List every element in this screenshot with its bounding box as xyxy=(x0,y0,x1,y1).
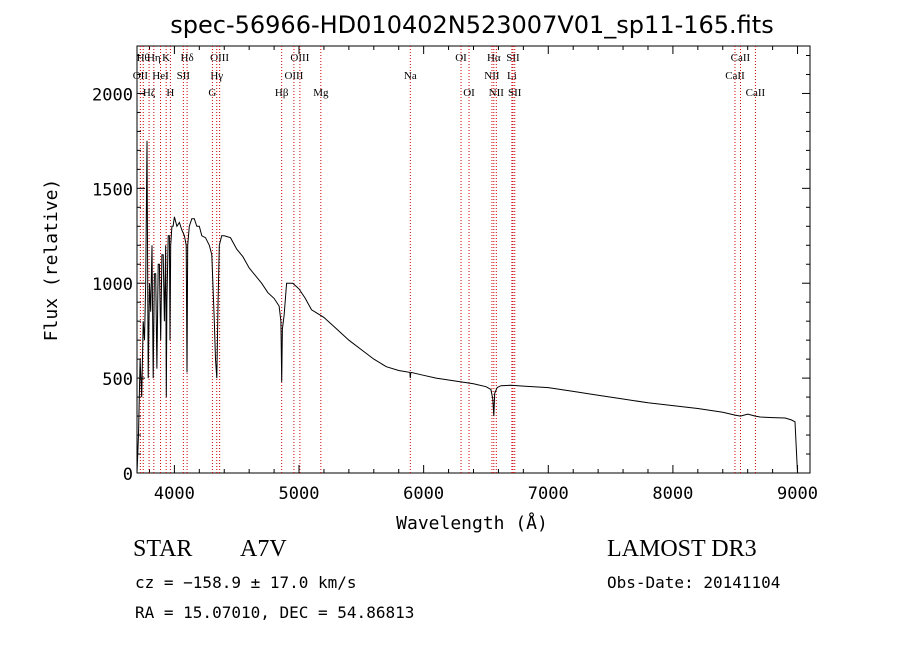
spectral-line-label: NII xyxy=(489,87,505,99)
spectral-line-label: SII xyxy=(177,70,191,82)
y-tick-label: 2000 xyxy=(92,85,133,105)
spectral-line-label: OIII xyxy=(290,52,309,64)
spectral-line-label: G xyxy=(208,87,216,99)
x-tick-label: 5000 xyxy=(279,484,320,504)
flux-spectrum-line xyxy=(136,140,798,474)
survey-name: LAMOST DR3 xyxy=(607,536,757,562)
y-tick-label: 1000 xyxy=(92,275,133,295)
x-tick-label: 8000 xyxy=(652,484,693,504)
spectral-line-label: SII xyxy=(508,87,522,99)
y-tick-label: 0 xyxy=(123,465,133,485)
spectral-line-label: Hβ xyxy=(275,87,289,99)
plot-frame xyxy=(136,45,811,474)
redshift-velocity: cz = −158.9 ± 17.0 km/s xyxy=(135,573,357,592)
spectral-line-label: CaII xyxy=(731,52,751,64)
spectral-line-label: CaII xyxy=(725,70,745,82)
spectral-line-label: OI xyxy=(455,52,467,64)
spectral-line-label: OII xyxy=(133,70,149,82)
spectral-subclass: A7V xyxy=(240,536,287,562)
y-tick-label: 1500 xyxy=(92,180,133,200)
y-tick-label: 500 xyxy=(102,370,133,390)
y-axis-label: Flux (relative) xyxy=(41,179,62,342)
x-tick-label: 4000 xyxy=(154,484,195,504)
spectral-line-label: NII xyxy=(484,70,500,82)
spectral-line-label: SII xyxy=(506,52,520,64)
spectral-line-label: OIII xyxy=(284,70,303,82)
x-axis-label: Wavelength (Å) xyxy=(396,512,548,534)
x-tick-label: 9000 xyxy=(777,484,818,504)
spectral-line-label: Na xyxy=(404,70,417,82)
x-tick-label: 6000 xyxy=(403,484,444,504)
spectral-line-label: Li xyxy=(507,70,517,82)
x-tick-label: 7000 xyxy=(528,484,569,504)
spectral-line-label: Hη xyxy=(147,52,161,64)
spectral-line-label: Hζ xyxy=(143,87,156,99)
spectral-line-label: Hα xyxy=(487,52,501,64)
spectral-line-label: CaII xyxy=(746,87,766,99)
spectral-line-label: Mg xyxy=(313,87,329,99)
sky-coordinates: RA = 15.07010, DEC = 54.86813 xyxy=(135,603,415,622)
spectral-line-label: HeI xyxy=(152,70,169,82)
chart-title: spec-56966-HD010402N523007V01_sp11-165.f… xyxy=(170,11,773,39)
spectral-line-label: K xyxy=(162,52,170,64)
object-class: STAR xyxy=(133,536,193,562)
spectral-line-label: OI xyxy=(463,87,475,99)
spectral-line-label: Hδ xyxy=(181,52,194,64)
spectral-line-label: Hγ xyxy=(210,70,223,82)
spectral-line-label: H xyxy=(166,87,174,99)
observation-date: Obs-Date: 20141104 xyxy=(607,573,781,592)
spectral-line-label: OIII xyxy=(210,52,229,64)
